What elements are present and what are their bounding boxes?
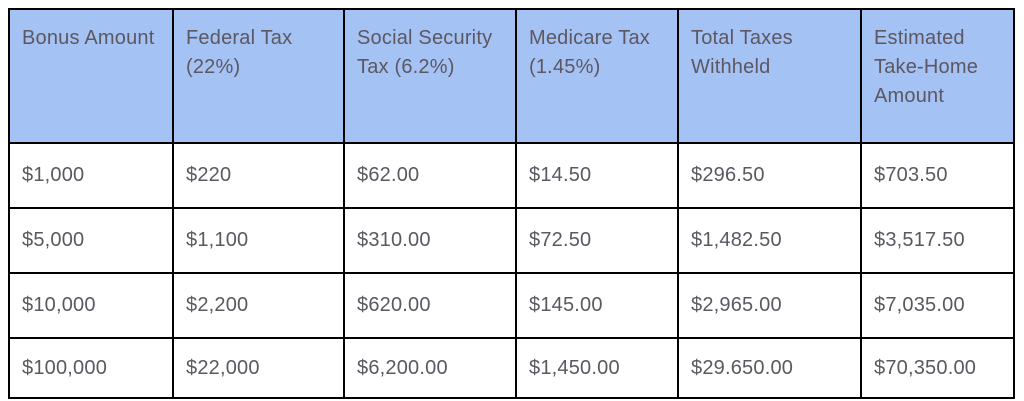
table-cell: $14.50: [515, 142, 679, 209]
column-header: Federal Tax (22%): [172, 8, 345, 144]
column-header: Bonus Amount: [8, 8, 174, 144]
table-cell: $6,200.00: [343, 337, 517, 399]
table-cell: $5,000: [8, 207, 174, 274]
table-cell: $70,350.00: [860, 337, 1015, 399]
table-cell: $22,000: [172, 337, 345, 399]
table-cell: $10,000: [8, 272, 174, 339]
table-cell: $7,035.00: [860, 272, 1015, 339]
table-cell: $29.650.00: [677, 337, 862, 399]
table-cell: $310.00: [343, 207, 517, 274]
table-cell: $100,000: [8, 337, 174, 399]
table-cell: $1,482.50: [677, 207, 862, 274]
table-cell: $72.50: [515, 207, 679, 274]
document-page: Bonus Amount Federal Tax (22%) Social Secu…: [8, 8, 1015, 399]
table-cell: $1,000: [8, 142, 174, 209]
table-cell: $62.00: [343, 142, 517, 209]
table-header-row: Bonus Amount Federal Tax (22%) Social Secu…: [8, 8, 1015, 144]
table-cell: $2,965.00: [677, 272, 862, 339]
table-cell: $220: [172, 142, 345, 209]
table-row: $10,000 $2,200 $620.00 $145.00 $2,965.00 $7,0…: [8, 272, 1015, 339]
table-cell: $296.50: [677, 142, 862, 209]
table-cell: $2,200: [172, 272, 345, 339]
table-row: $1,000 $220 $62.00 $14.50 $296.50 $703.50: [8, 142, 1015, 209]
table-cell: $3,517.50: [860, 207, 1015, 274]
column-header: Estimated Take-Home Amount: [860, 8, 1015, 144]
table-cell: $620.00: [343, 272, 517, 339]
column-header: Medicare Tax (1.45%): [515, 8, 679, 144]
table-row: $100,000 $22,000 $6,200.00 $1,450.00 $29.650…: [8, 337, 1015, 399]
table-cell: $1,450.00: [515, 337, 679, 399]
table-row: $5,000 $1,100 $310.00 $72.50 $1,482.50 $3,517…: [8, 207, 1015, 274]
column-header: Total Taxes Withheld: [677, 8, 862, 144]
column-header: Social Security Tax (6.2%): [343, 8, 517, 144]
table-cell: $1,100: [172, 207, 345, 274]
table-cell: $703.50: [860, 142, 1015, 209]
table-header: Bonus Amount Federal Tax (22%) Social Secu…: [8, 8, 1015, 144]
table-body: $1,000 $220 $62.00 $14.50 $296.50 $703.50 $5,0…: [8, 142, 1015, 399]
table-cell: $145.00: [515, 272, 679, 339]
bonus-tax-table: Bonus Amount Federal Tax (22%) Social Secu…: [8, 8, 1015, 399]
